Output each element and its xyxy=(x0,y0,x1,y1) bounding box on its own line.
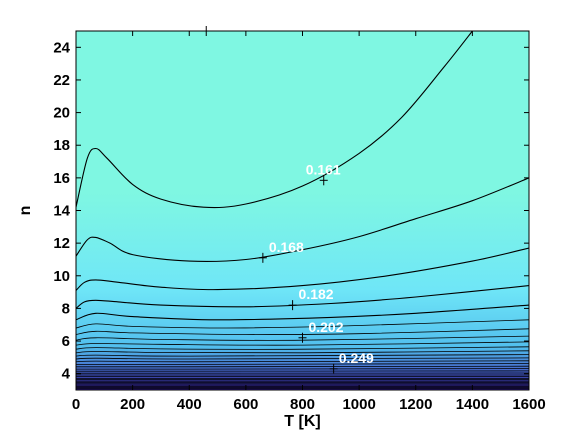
contour-value-label: 0.249 xyxy=(339,350,374,366)
x-tick-label: 1400 xyxy=(456,396,489,413)
y-axis-label: n xyxy=(17,206,34,216)
x-tick-label: 1000 xyxy=(342,396,375,413)
x-axis-label: T [K] xyxy=(284,413,320,430)
y-tick-label: 18 xyxy=(53,137,70,154)
y-tick-label: 24 xyxy=(53,39,70,56)
x-tick-label: 1200 xyxy=(399,396,432,413)
contour-value-label: 0.168 xyxy=(269,239,304,255)
y-tick-label: 12 xyxy=(53,235,70,252)
x-tick-label: 200 xyxy=(120,396,145,413)
contour-value-label: 0.182 xyxy=(299,286,334,302)
y-tick-label: 6 xyxy=(62,333,70,350)
y-tick-label: 20 xyxy=(53,105,70,122)
contour-value-label: 0.161 xyxy=(306,161,341,177)
x-tick-label: 1600 xyxy=(512,396,545,413)
x-tick-label: 600 xyxy=(233,396,258,413)
x-tick-label: 800 xyxy=(290,396,315,413)
x-tick-label: 0 xyxy=(72,396,80,413)
y-tick-label: 10 xyxy=(53,268,70,285)
y-tick-label: 8 xyxy=(62,300,70,317)
x-tick-label: 400 xyxy=(177,396,202,413)
y-tick-label: 16 xyxy=(53,170,70,187)
y-tick-label: 14 xyxy=(53,203,70,220)
contour-value-label: 0.202 xyxy=(308,319,343,335)
y-tick-label: 4 xyxy=(62,366,71,383)
y-tick-label: 22 xyxy=(53,72,70,89)
